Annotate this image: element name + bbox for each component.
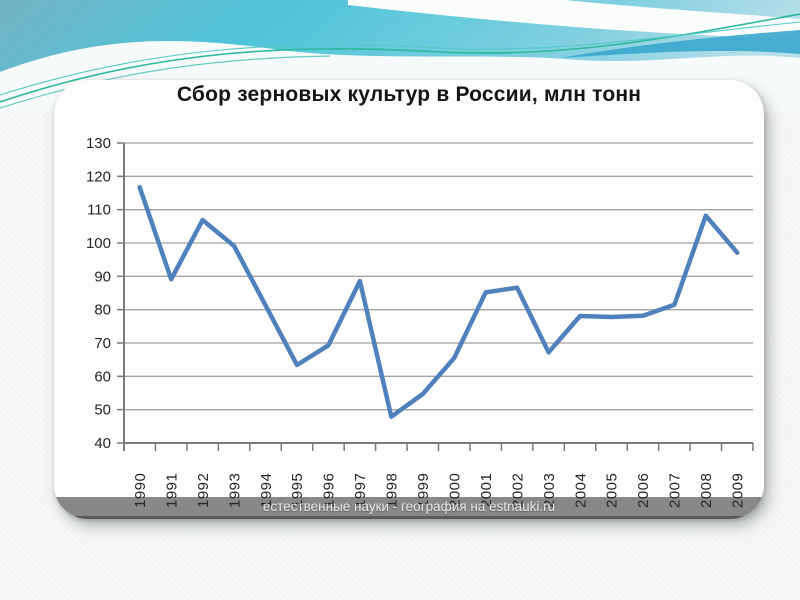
accent-line: [0, 55, 331, 109]
chart-title: Сбор зерновых культур в России, млн тонн: [176, 83, 642, 106]
upper-wave-band: [348, 0, 800, 39]
chart-panel: Сбор зерновых культур в России, млн тонн…: [54, 80, 764, 519]
y-axis-label: 130: [86, 135, 111, 152]
accent-blue-band: [560, 30, 800, 58]
y-axis-label: 110: [87, 202, 111, 219]
watermark-bar: [54, 497, 764, 519]
y-axis-label: 60: [94, 368, 111, 385]
y-axis-label: 40: [94, 435, 111, 452]
y-axis-label: 70: [94, 335, 111, 352]
watermark-text: естественные науки - география на estnau…: [262, 499, 556, 514]
y-axis-label: 100: [86, 235, 111, 252]
y-axis-label: 50: [94, 402, 111, 419]
y-axis-label: 120: [86, 168, 111, 185]
data-series-line: [137, 185, 740, 419]
y-axis-label: 80: [94, 302, 111, 319]
accent-line: [0, 21, 800, 96]
y-axis-label: 90: [94, 268, 111, 285]
